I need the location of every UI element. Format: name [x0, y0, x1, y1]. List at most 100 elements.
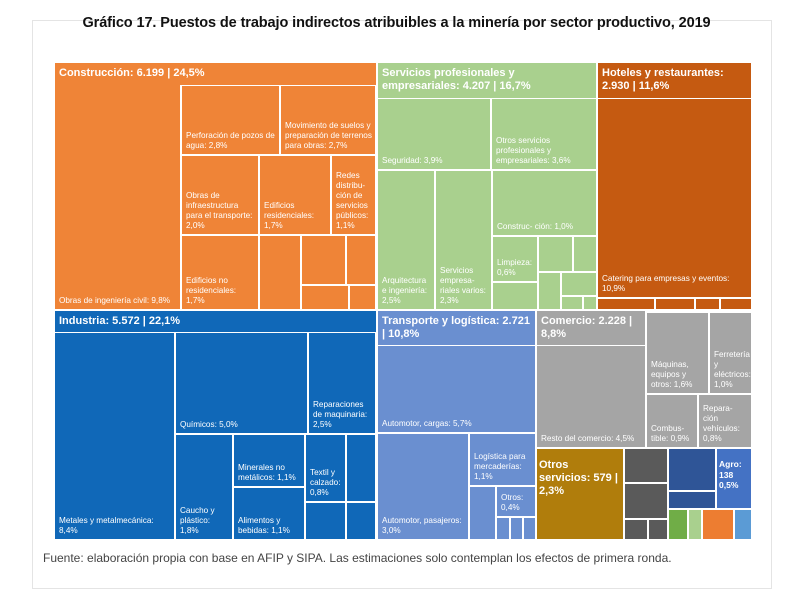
sector-label: Construcción: 6.199 | 24,5% [59, 67, 205, 79]
cell-label: Máquinas, equipos y otros: 1,6% [651, 360, 693, 389]
cell-label: Repara- ción vehículos: 0,8% [703, 404, 740, 443]
cell-hoteles-otro [597, 298, 655, 310]
cell-otros-extra [734, 509, 752, 540]
cell-reparacion-vehiculos: Repara- ción vehículos: 0,8% [698, 394, 752, 448]
header-construccion: Construcción: 6.199 | 24,5% [54, 62, 377, 85]
cell-edificios-no-residenciales: Edificios no residenciales: 1,7% [181, 235, 259, 310]
cell-limpieza: Limpieza: 0,6% [492, 236, 538, 282]
source-note: Fuente: elaboración propia con base en A… [43, 551, 672, 565]
cell-label: Obras de infraestructura para el transpo… [186, 191, 253, 230]
cell-otros-extra [624, 483, 668, 519]
cell-hoteles-otro [720, 298, 752, 310]
cell-arquitectura: Arquitectura e ingeniería: 2,5% [377, 170, 435, 310]
cell-construccion-otro [346, 235, 376, 285]
cell-agro [716, 448, 752, 509]
cell-label: Obras de ingeniería civil: 9,8% [59, 296, 171, 305]
cell-label: Resto del comercio: 4,5% [541, 434, 635, 443]
sector-label: Comercio: 2.228 | 8,8% [541, 315, 633, 340]
cell-label: Logística para mercaderías: 1,1% [474, 452, 526, 481]
cell-servicios-otro [583, 296, 597, 310]
cell-obras-infraestructura: Obras de infraestructura para el transpo… [181, 155, 259, 235]
cell-obras-ingenieria-civil: Obras de ingeniería civil: 9,8% [54, 62, 181, 310]
cell-label: Servicios empresa- riales varios: 2,3% [440, 266, 486, 305]
header-transporte: Transporte y logística: 2.721 | 10,8% [377, 310, 536, 345]
cell-industria-otro [305, 502, 346, 540]
chart-title: Gráfico 17. Puestos de trabajo indirecto… [82, 15, 711, 31]
cell-label: Construc- ción: 1,0% [497, 222, 573, 231]
cell-label: Arquitectura e ingeniería: 2,5% [382, 276, 428, 305]
cell-quimicos: Químicos: 5,0% [175, 332, 308, 434]
cell-transporte-otro [523, 517, 536, 540]
cell-label: Químicos: 5,0% [180, 420, 238, 429]
cell-redes-distribucion: Redes distribu- ción de servicios públic… [331, 155, 376, 235]
cell-label: Otros: 0,4% [501, 493, 524, 512]
cell-construccion-otro [259, 235, 301, 310]
cell-otros-extra [668, 509, 688, 540]
cell-otros-transporte: Otros: 0,4% [496, 486, 536, 517]
cell-seguridad: Seguridad: 3,9% [377, 98, 491, 170]
cell-servicios-otro [538, 272, 561, 310]
header-hoteles: Hoteles y restaurantes: 2.930 | 11,6% [597, 62, 752, 98]
cell-label: Perforación de pozos de agua: 2,8% [186, 131, 275, 150]
cell-catering: Catering para empresas y eventos: 10,9% [597, 98, 752, 298]
cell-label: Catering para empresas y eventos: 10,9% [602, 274, 730, 293]
cell-caucho-plastico: Caucho y plástico: 1,8% [175, 434, 233, 540]
cell-servicios-otro [573, 236, 597, 272]
cell-otros-extra [624, 448, 668, 483]
cell-industria-otro [346, 434, 376, 502]
cell-construccion-otro [301, 235, 346, 285]
cell-label: Automotor, pasajeros: 3,0% [382, 516, 462, 535]
cell-transporte-otro [510, 517, 523, 540]
cell-movimiento-suelos: Movimiento de suelos y preparación de te… [280, 85, 376, 155]
cell-label: Automotor, cargas: 5,7% [382, 419, 472, 428]
cell-transporte-otro [496, 517, 510, 540]
cell-label: Redes distribu- ción de servicios públic… [336, 171, 369, 230]
cell-perforacion-pozos: Perforación de pozos de agua: 2,8% [181, 85, 280, 155]
cell-textil-calzado: Textil y calzado: 0,8% [305, 434, 346, 502]
cell-reparaciones-maquinaria: Reparaciones de maquinaria: 2,5% [308, 332, 376, 434]
cell-label: Limpieza: 0,6% [497, 258, 533, 277]
cell-otros-servicios-prof: Otros servicios profesionales y empresar… [491, 98, 597, 170]
cell-servicios-otro [561, 296, 583, 310]
cell-logistica: Logística para mercaderías: 1,1% [469, 433, 536, 486]
cell-servicios-empresariales: Servicios empresa- riales varios: 2,3% [435, 170, 492, 310]
cell-label: Textil y calzado: 0,8% [310, 468, 341, 497]
agro-label: Agro: 138 0,5% [719, 459, 742, 490]
cell-label: Caucho y plástico: 1,8% [180, 506, 215, 535]
cell-label: Edificios residenciales: 1,7% [264, 201, 315, 230]
cell-label: Alimentos y bebidas: 1,1% [238, 516, 290, 535]
cell-ferreteria: Ferretería y eléctricos: 1,0% [709, 312, 752, 394]
cell-industria-otro [346, 502, 376, 540]
cell-otros-extra [702, 509, 734, 540]
cell-automotor-pasajeros: Automotor, pasajeros: 3,0% [377, 433, 469, 540]
cell-label: Seguridad: 3,9% [382, 156, 443, 165]
treemap-chart: Obras de ingeniería civil: 9,8% Perforaci… [54, 62, 752, 540]
cell-minerales-no-metalicos: Minerales no metálicos: 1,1% [233, 434, 305, 487]
cell-label: Reparaciones de maquinaria: 2,5% [313, 400, 368, 429]
cell-servicios-otro [561, 272, 597, 296]
cell-label: Otros servicios profesionales y empresar… [496, 136, 571, 165]
cell-construccion-otro [301, 285, 349, 310]
sector-label: Hoteles y restaurantes: 2.930 | 11,6% [602, 67, 724, 92]
cell-automotor-cargas: Automotor, cargas: 5,7% [377, 345, 536, 433]
cell-servicios-otro [538, 236, 573, 272]
cell-label: Ferretería y eléctricos: 1,0% [714, 350, 751, 389]
cell-transporte-otro [469, 486, 496, 540]
cell-alimentos-bebidas: Alimentos y bebidas: 1,1% [233, 487, 305, 540]
cell-label: Combus- tible: 0,9% [651, 424, 690, 443]
cell-hoteles-otro [695, 298, 720, 310]
cell-otros-extra [668, 448, 716, 491]
cell-hoteles-otro [655, 298, 695, 310]
header-industria: Industria: 5.572 | 22,1% [54, 310, 377, 332]
cell-maquinas-equipos: Máquinas, equipos y otros: 1,6% [646, 312, 709, 394]
cell-construccion-otro [349, 285, 376, 310]
cell-otros-extra [624, 519, 648, 540]
cell-otros-extra [648, 519, 668, 540]
cell-edificios-residenciales: Edificios residenciales: 1,7% [259, 155, 331, 235]
cell-label: Edificios no residenciales: 1,7% [186, 276, 237, 305]
sector-label: Industria: 5.572 | 22,1% [59, 315, 181, 327]
cell-otros-extra [688, 509, 702, 540]
cell-otros-extra [668, 491, 716, 509]
cell-resto-comercio: Resto del comercio: 4,5% [536, 345, 646, 448]
cell-construccion-serv: Construc- ción: 1,0% [492, 170, 597, 236]
